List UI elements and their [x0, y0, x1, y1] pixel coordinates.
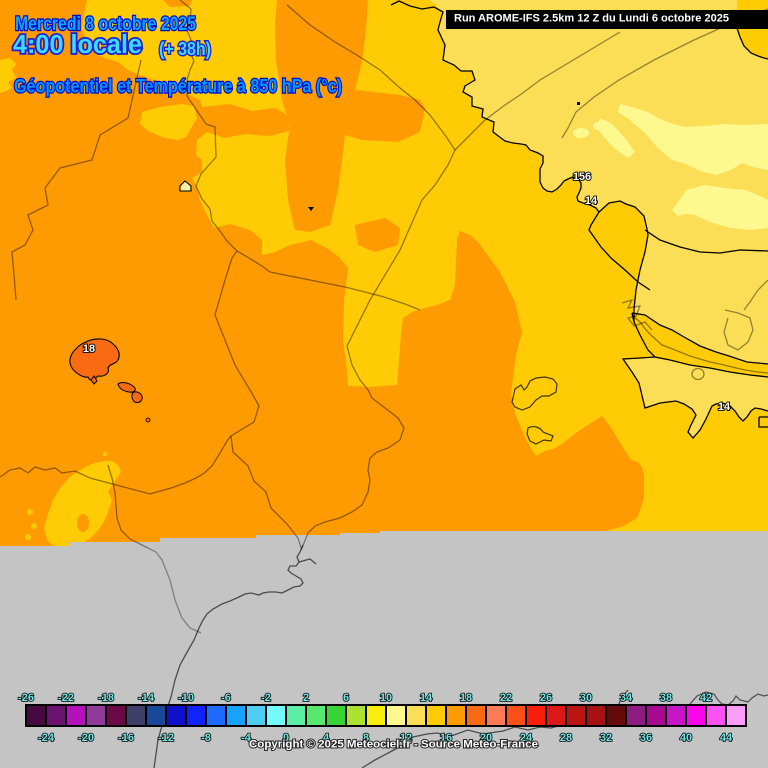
svg-text:-18: -18 — [98, 692, 114, 704]
svg-text:Mercredi 8 octobre 2025: Mercredi 8 octobre 2025 — [15, 13, 196, 35]
svg-text:6: 6 — [343, 692, 349, 704]
svg-text:2: 2 — [303, 692, 309, 704]
svg-text:-8: -8 — [201, 732, 211, 744]
svg-text:14: 14 — [420, 692, 433, 704]
svg-text:20: 20 — [480, 732, 492, 744]
svg-text:18: 18 — [460, 692, 472, 704]
svg-text:44: 44 — [720, 732, 733, 744]
svg-text:24: 24 — [520, 732, 533, 744]
svg-text:4: 4 — [323, 732, 330, 744]
svg-text:-14: -14 — [138, 692, 155, 704]
svg-text:40: 40 — [680, 732, 692, 744]
svg-text:-2: -2 — [261, 692, 271, 704]
svg-text:22: 22 — [500, 692, 512, 704]
svg-text:-12: -12 — [158, 732, 174, 744]
svg-text:30: 30 — [580, 692, 592, 704]
svg-text:16: 16 — [440, 732, 452, 744]
svg-text:26: 26 — [540, 692, 552, 704]
svg-text:42: 42 — [700, 692, 712, 704]
svg-text:4:00 locale: 4:00 locale — [13, 31, 142, 59]
svg-text:-20: -20 — [78, 732, 94, 744]
svg-text:36: 36 — [640, 732, 652, 744]
svg-text:-22: -22 — [58, 692, 74, 704]
svg-text:Copyright © 2025 Meteociel.fr: Copyright © 2025 Meteociel.fr - Source M… — [249, 739, 538, 751]
svg-text:0: 0 — [283, 732, 289, 744]
svg-text:156: 156 — [573, 171, 591, 183]
svg-text:-10: -10 — [178, 692, 194, 704]
svg-text:18: 18 — [83, 343, 95, 355]
svg-text:-16: -16 — [118, 732, 134, 744]
svg-text:Géopotentiel et Température à: Géopotentiel et Température à 850 hPa (°… — [14, 76, 342, 98]
svg-text:Run AROME-IFS 2.5km 12 Z du Lu: Run AROME-IFS 2.5km 12 Z du Lundi 6 octo… — [454, 13, 729, 25]
svg-text:-6: -6 — [221, 692, 231, 704]
svg-text:38: 38 — [660, 692, 672, 704]
svg-text:34: 34 — [620, 692, 633, 704]
svg-text:(+ 38h): (+ 38h) — [159, 38, 211, 59]
svg-text:28: 28 — [560, 732, 572, 744]
svg-text:14: 14 — [585, 195, 598, 207]
svg-text:14: 14 — [718, 401, 731, 413]
svg-text:-26: -26 — [18, 692, 34, 704]
svg-text:10: 10 — [380, 692, 392, 704]
svg-text:-4: -4 — [241, 732, 252, 744]
svg-text:12: 12 — [400, 732, 412, 744]
svg-text:-24: -24 — [38, 732, 55, 744]
svg-text:8: 8 — [363, 732, 369, 744]
svg-text:32: 32 — [600, 732, 612, 744]
